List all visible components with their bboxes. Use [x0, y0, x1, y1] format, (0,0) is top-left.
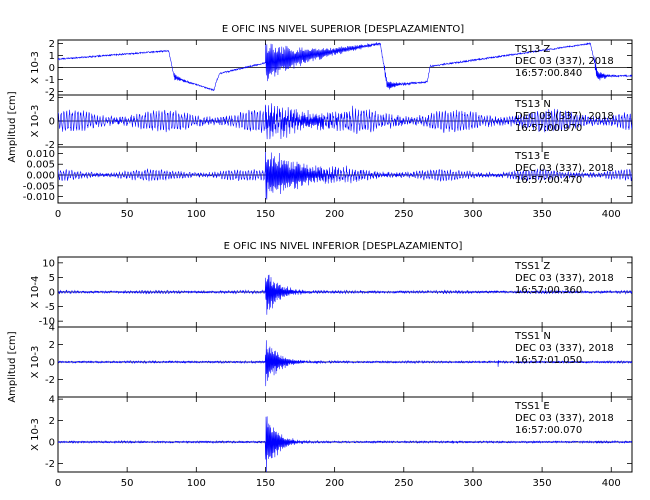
- chart-title-upper: E OFIC INS NIVEL SUPERIOR [DESPLAZAMIENT…: [222, 24, 464, 35]
- y-tick-label: 0: [49, 63, 55, 74]
- y-tick-label: -1: [45, 75, 55, 86]
- chart-title-lower: E OFIC INS NIVEL INFERIOR [DESPLAZAMIENT…: [224, 241, 463, 252]
- x-tick-label: 100: [187, 478, 206, 489]
- x-axis-1: 0 50 100 150 200 250 300 350 400: [55, 257, 621, 489]
- waveform-line: [58, 274, 632, 315]
- station-annotation: TS13 Z: [514, 44, 550, 55]
- y-tick-label: 5: [49, 273, 55, 284]
- station-annotation: DEC 03 (337), 2018: [515, 163, 614, 174]
- y-tick-label: 0.000: [26, 171, 55, 182]
- x-tick-label: 300: [463, 478, 482, 489]
- x-tick-label: 350: [533, 209, 552, 220]
- x-tick-label: 50: [121, 209, 134, 220]
- y-tick-label: -2: [45, 459, 55, 470]
- station-annotation: DEC 03 (337), 2018: [515, 273, 614, 284]
- scale-label: X 10-4: [30, 276, 41, 309]
- y-tick-label: -0.010: [23, 192, 55, 203]
- x-tick-label: 150: [256, 209, 275, 220]
- x-tick-label: 400: [602, 209, 621, 220]
- station-annotation: 16:57:00.470: [515, 175, 582, 186]
- x-tick-label: 50: [121, 478, 134, 489]
- scale-label: X 10-3: [30, 105, 41, 138]
- y-tick-label: 0: [49, 358, 55, 369]
- y-tick-label: -2: [45, 140, 55, 151]
- station-annotation: TSS1 E: [514, 401, 550, 412]
- y-tick-label: 0: [49, 117, 55, 128]
- x-tick-label: 0: [55, 478, 61, 489]
- station-annotation: 16:57:00.840: [515, 68, 582, 79]
- y-tick-label: 2: [49, 416, 55, 427]
- x-tick-label: 200: [325, 478, 344, 489]
- panel-frame: [57, 396, 633, 473]
- y-tick-label: 1: [49, 51, 55, 62]
- waveform-line: [58, 103, 632, 140]
- y-axis-label-upper: Amplitud [cm]: [7, 91, 18, 162]
- x-tick-label: 100: [187, 209, 206, 220]
- station-annotation: 16:57:01.050: [515, 355, 582, 366]
- station-annotation: DEC 03 (337), 2018: [515, 413, 614, 424]
- y-tick-label: 0: [49, 288, 55, 299]
- y-tick-label: 0.010: [26, 149, 55, 160]
- station-annotation: TS13 E: [514, 151, 550, 162]
- waveform-line: [58, 340, 632, 387]
- x-tick-label: 150: [256, 478, 275, 489]
- y-tick-label: -0.005: [23, 181, 55, 192]
- station-annotation: 16:57:00.070: [515, 425, 582, 436]
- waveform-line: [58, 41, 632, 92]
- x-tick-label: 250: [394, 478, 413, 489]
- x-tick-label: 200: [325, 209, 344, 220]
- station-annotation: 16:57:00.360: [515, 285, 582, 296]
- y-axis-label-lower: Amplitud [cm]: [7, 331, 18, 402]
- x-tick-label: 400: [602, 478, 621, 489]
- x-axis-0: 0 50 100 150 200 250 300 350 400: [55, 40, 621, 220]
- x-tick-label: 0: [55, 209, 61, 220]
- station-annotation: TSS1 Z: [514, 261, 550, 272]
- y-tick-label: -5: [45, 302, 55, 313]
- y-tick-label: 4: [49, 395, 55, 406]
- station-annotation: DEC 03 (337), 2018: [515, 343, 614, 354]
- y-tick-label: 2: [49, 93, 55, 104]
- scale-label: X 10-3: [30, 51, 41, 84]
- y-tick-label: 2: [49, 39, 55, 50]
- scale-label: X 10-3: [30, 418, 41, 451]
- station-annotation: TS13 N: [514, 99, 551, 110]
- y-tick-label: -2: [45, 375, 55, 386]
- x-tick-label: 250: [394, 209, 413, 220]
- station-annotation: TSS1 N: [514, 331, 551, 342]
- y-tick-label: -10: [39, 317, 55, 328]
- scale-label: X 10-3: [30, 346, 41, 379]
- y-tick-label: -2: [45, 87, 55, 98]
- y-tick-label: 0.005: [26, 160, 55, 171]
- station-annotation: DEC 03 (337), 2018: [515, 56, 614, 67]
- waveform-line: [58, 416, 632, 472]
- waveform-line: [58, 148, 632, 200]
- station-annotation: DEC 03 (337), 2018: [515, 111, 614, 122]
- y-tick-label: 10: [42, 258, 55, 269]
- y-tick-label: 0: [49, 438, 55, 449]
- y-tick-label: 4: [49, 323, 55, 334]
- x-tick-label: 300: [463, 209, 482, 220]
- station-annotation: 16:57:00.970: [515, 123, 582, 134]
- x-tick-label: 350: [533, 478, 552, 489]
- y-tick-label: 2: [49, 340, 55, 351]
